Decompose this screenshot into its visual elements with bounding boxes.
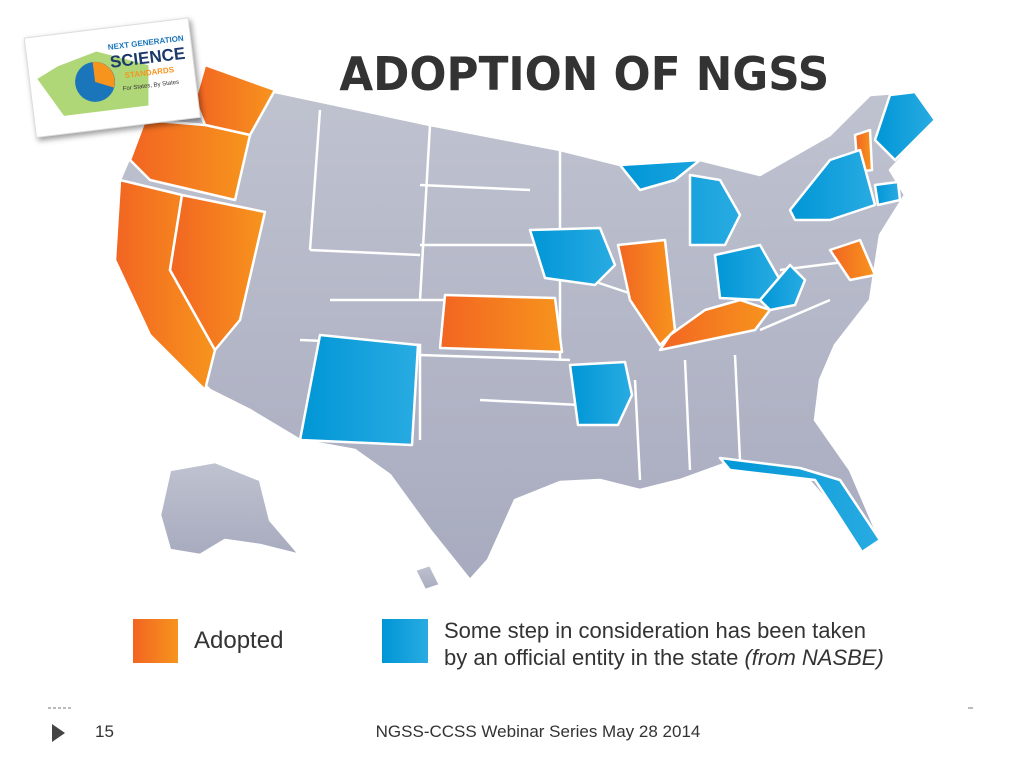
legend-label: Adopted bbox=[194, 627, 283, 654]
legend-swatch bbox=[133, 619, 178, 663]
title: ADOPTION OF NGSS bbox=[339, 47, 829, 101]
bullet bbox=[52, 724, 65, 742]
legend-label: by an official entity in the state bbox=[444, 645, 738, 670]
page-number: 15 bbox=[95, 722, 114, 741]
legend-label: by an official entity in the state (from… bbox=[444, 645, 884, 670]
legend-label: Some step in consideration has been take… bbox=[444, 618, 866, 643]
us-map bbox=[113, 63, 937, 592]
logo: NEXT GENERATION SCIENCE STANDARDS For St… bbox=[23, 17, 201, 138]
legend-source: (from NASBE) bbox=[744, 645, 883, 670]
legend-swatch bbox=[382, 619, 428, 663]
footer-text: NGSS-CCSS Webinar Series May 28 2014 bbox=[376, 722, 701, 741]
